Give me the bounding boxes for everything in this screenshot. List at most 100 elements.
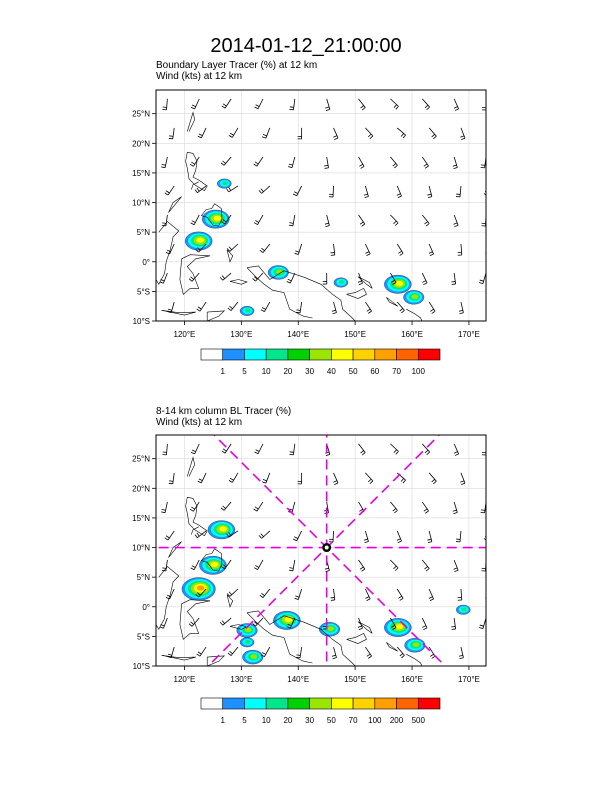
- wind-barb-flag: [161, 224, 166, 227]
- tracer-blob: [244, 639, 251, 644]
- wind-barb-flag: [367, 478, 372, 483]
- wind-barb-flag: [160, 624, 165, 627]
- wind-barb-flag: [324, 164, 329, 167]
- wind-barb-flag: [360, 166, 365, 169]
- wind-barb-staff: [358, 156, 365, 167]
- colorbar-box: [331, 697, 354, 710]
- wind-barb-flag: [221, 105, 226, 109]
- wind-barb-staff: [293, 443, 296, 455]
- wind-barb-flag: [392, 282, 397, 285]
- wind-barb: [428, 127, 437, 140]
- wind-barb-staff: [326, 501, 329, 513]
- wind-barb: [260, 301, 271, 312]
- wind-barb-staff: [491, 302, 493, 313]
- wind-barb-staff: [428, 185, 433, 197]
- tracer-blob: [244, 308, 251, 313]
- wind-barb-flag: [366, 598, 371, 602]
- wind-barb-flag: [452, 164, 457, 167]
- wind-barb-staff: [482, 272, 486, 284]
- wind-barb-flag: [334, 482, 339, 485]
- wind-barb: [457, 243, 463, 256]
- wind-barb-staff: [224, 559, 232, 570]
- wind-barb-flag: [451, 283, 456, 285]
- wind-barb-flag: [222, 160, 226, 164]
- wind-barb-flag: [167, 311, 172, 314]
- wind-barb-staff: [428, 588, 434, 600]
- wind-barb: [421, 156, 429, 169]
- wind-barb-staff: [199, 301, 207, 312]
- wind-barb-staff: [428, 127, 437, 137]
- wind-barb-staff: [358, 617, 363, 629]
- wind-barb-flag: [400, 133, 404, 137]
- coastline: [187, 111, 196, 132]
- wind-barb-flag: [427, 541, 432, 543]
- wind-barb-staff: [390, 501, 398, 511]
- wind-barb-flag: [453, 451, 458, 454]
- y-tick-label: 5°N: [137, 573, 151, 582]
- wind-barb-flag: [425, 510, 429, 514]
- wind-barb-staff: [453, 98, 459, 110]
- wind-barb-flag: [427, 196, 432, 198]
- wind-barb-staff: [428, 646, 436, 657]
- coastline: [246, 267, 313, 319]
- colorbar-box: [374, 348, 397, 361]
- wind-barb-flag: [259, 249, 264, 253]
- wind-barb: [428, 243, 434, 257]
- wind-barb-staff: [297, 588, 303, 600]
- wind-barb: [189, 156, 200, 167]
- colorbar-label: 500: [412, 716, 426, 725]
- wind-barb: [189, 501, 200, 512]
- wind-barb: [253, 156, 264, 167]
- wind-barb: [259, 588, 271, 598]
- wind-barb: [324, 214, 330, 228]
- wind-barb-flag: [292, 193, 297, 197]
- wind-barb-staff: [396, 646, 405, 656]
- wind-barb-flag: [198, 478, 203, 481]
- wind-barb-staff: [299, 301, 303, 313]
- wind-barb-staff: [333, 472, 339, 484]
- wind-barb: [297, 472, 303, 485]
- wind-barb-staff: [453, 272, 457, 284]
- wind-barb-flag: [334, 137, 339, 140]
- x-tick-label: 150°E: [344, 675, 366, 684]
- wind-barb-flag: [431, 479, 435, 483]
- wind-barb: [254, 443, 264, 455]
- wind-barb-flag: [254, 621, 258, 625]
- colorbar-box: [417, 697, 441, 710]
- wind-barb: [488, 128, 493, 139]
- wind-barb-staff: [421, 98, 430, 108]
- panel-title-line1: Boundary Layer Tracer (%) at 12 km: [156, 60, 317, 71]
- wind-barb: [288, 559, 296, 572]
- wind-barb-staff: [257, 559, 264, 570]
- wind-barb: [195, 243, 207, 253]
- wind-barb: [396, 472, 406, 484]
- wind-barb: [452, 501, 458, 515]
- wind-barb-flag: [167, 653, 172, 656]
- wind-barb: [226, 243, 239, 252]
- wind-barb-flag: [194, 189, 198, 193]
- wind-barb-staff: [453, 559, 459, 571]
- wind-barb-staff: [492, 128, 493, 139]
- colorbar-box: [417, 348, 441, 361]
- wind-barb: [452, 156, 458, 170]
- wind-barb: [288, 214, 296, 227]
- wind-barb: [196, 301, 207, 312]
- wind-barb-staff: [365, 646, 372, 657]
- wind-barb-staff: [265, 472, 271, 484]
- wind-barb-staff: [453, 443, 459, 455]
- coastline: [226, 249, 234, 263]
- tracer-blob: [196, 237, 204, 243]
- wind-barb-flag: [197, 651, 202, 655]
- wind-barb-staff: [421, 272, 428, 284]
- wind-barb-flag: [453, 106, 458, 109]
- colorbar-box: [309, 348, 332, 361]
- wind-barb-flag: [226, 593, 231, 597]
- wind-barb-flag: [361, 568, 366, 572]
- wind-barb: [297, 127, 303, 140]
- wind-barb-staff: [396, 127, 406, 136]
- tracer-blob: [338, 280, 345, 285]
- wind-barb-staff: [365, 127, 374, 137]
- wind-barb: [358, 214, 366, 227]
- wind-barb: [220, 156, 232, 166]
